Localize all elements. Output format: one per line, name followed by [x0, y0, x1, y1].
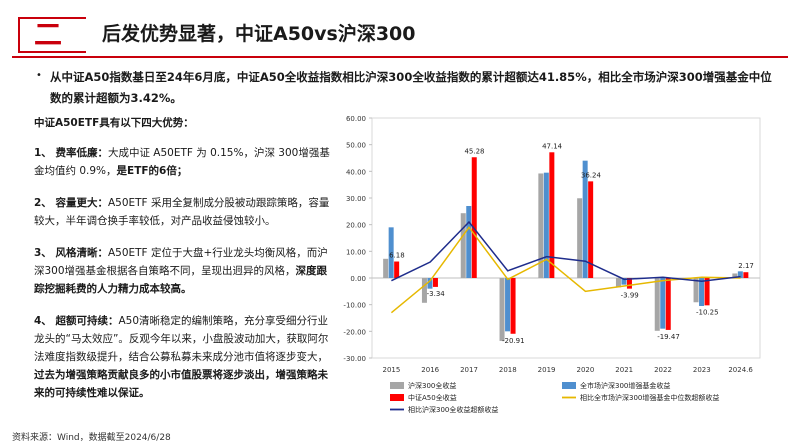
- bullet-dot-icon: •: [36, 70, 42, 81]
- advantage-text: A50清晰稳定的编制策略，充分享受细分行业龙头的“马太效应”。反观今年以来，小盘…: [34, 315, 329, 363]
- advantage-text: 大成中证 A50ETF 为 0.15%，沪深 300增强基金均值约 0.9%，: [34, 147, 330, 177]
- x-tick-label: 2018: [499, 366, 517, 374]
- y-tick-label: -20.00: [343, 328, 366, 336]
- y-tick-label: 20.00: [346, 222, 366, 230]
- bar: [505, 278, 511, 332]
- page-title: 后发优势显著，中证A50vs沪深300: [102, 23, 416, 45]
- section-box: [18, 17, 86, 53]
- advantage-item: 2、 容量更大：A50ETF 采用全复制成分股被动跟踪策略，容量较大，半年调仓换…: [34, 194, 330, 230]
- y-tick-label: 60.00: [346, 115, 366, 123]
- legend-swatch: [390, 382, 404, 389]
- advantage-text: A50ETF 采用全复制成分股被动跟踪策略，容量较大，半年调仓换手率较低，对产品…: [34, 197, 330, 227]
- bar: [588, 181, 594, 278]
- bar: [665, 278, 671, 330]
- y-tick-label: 30.00: [346, 195, 366, 203]
- y-tick-label: 10.00: [346, 248, 366, 256]
- data-label: 47.14: [542, 142, 563, 150]
- returns-chart: 60.00 50.00 40.00 30.00 20.00 10.00 0.00 -10.00…: [343, 115, 761, 414]
- legend-swatch: [390, 394, 404, 401]
- advantage-bold: 深度跟踪挖掘耗费的人力精力成本较高。: [34, 265, 328, 295]
- bar: [471, 157, 477, 278]
- x-tick-label: 2017: [460, 366, 478, 374]
- legend-label: 相比沪深300全收益超额收益: [408, 405, 498, 414]
- legend-label: 全市场沪深300增强基金收益: [580, 381, 670, 390]
- bar: [582, 160, 588, 278]
- header-rule: [12, 56, 788, 58]
- bar: [388, 227, 394, 278]
- bar: [466, 206, 472, 278]
- data-label: 6.18: [389, 252, 405, 260]
- series-line: [390, 226, 741, 314]
- summary-bullet: 从中证A50指数基日至24年6月底，中证A50全收益指数相比沪深300全收益指数…: [50, 70, 772, 105]
- bar: [432, 278, 438, 287]
- bar: [732, 273, 738, 278]
- advantage-label: 4、 超额可持续：: [34, 315, 119, 327]
- data-label: -20.91: [502, 337, 525, 345]
- y-tick-label: -10.00: [343, 302, 366, 310]
- bar: [621, 278, 627, 285]
- data-label: 2.17: [738, 262, 754, 270]
- advantage-item: 3、 风格清晰：A50ETF 定位于大盘+行业龙头均衡风格，而沪深300增强基金…: [34, 244, 330, 298]
- legend-label: 相比全市场沪深300增强基金中位数超额收益: [580, 393, 719, 402]
- header: 二 后发优势显著，中证A50vs沪深300: [0, 0, 800, 58]
- section-number: 二: [34, 18, 63, 51]
- legend-swatch: [562, 382, 576, 389]
- x-tick-label: 2024.6: [728, 366, 753, 374]
- advantage-label: 3、 风格清晰：: [34, 247, 108, 259]
- x-tick-label: 2015: [382, 366, 400, 374]
- bar: [460, 213, 466, 278]
- bar: [660, 278, 666, 329]
- bar: [693, 278, 699, 303]
- bar: [383, 258, 389, 278]
- x-tick-label: 2019: [538, 366, 556, 374]
- y-tick-label: 50.00: [346, 142, 366, 150]
- legend-label: 中证A50全收益: [408, 393, 457, 402]
- y-tick-label: -30.00: [343, 355, 366, 363]
- data-label: -19.47: [657, 333, 680, 341]
- bar: [427, 278, 433, 289]
- advantage-item: 4、 超额可持续：A50清晰稳定的编制策略，充分享受细分行业龙头的“马太效应”。…: [34, 312, 330, 402]
- x-tick-label: 2020: [576, 366, 594, 374]
- series-line: [391, 220, 741, 282]
- bar: [743, 272, 749, 278]
- y-tick-label: 0.00: [350, 275, 366, 283]
- advantage-bold: 是ETF的6倍；: [116, 165, 188, 177]
- bar: [615, 278, 621, 288]
- bar: [543, 172, 549, 278]
- advantage-label: 2、 容量更大：: [34, 197, 108, 209]
- data-label: -10.25: [696, 308, 719, 316]
- plot-area: [371, 117, 761, 359]
- data-label: 36.24: [581, 171, 602, 179]
- bar: [704, 278, 710, 306]
- x-tick-label: 2021: [615, 366, 633, 374]
- x-tick-label: 2016: [421, 366, 439, 374]
- advantage-label: 1、 费率低廉：: [34, 147, 108, 159]
- bar: [421, 278, 427, 303]
- x-tick-label: 2022: [654, 366, 672, 374]
- advantages-panel: 中证A50ETF具有以下四大优势： 1、 费率低廉：大成中证 A50ETF 为 …: [34, 114, 330, 416]
- bar: [499, 278, 505, 341]
- bar: [737, 271, 743, 278]
- data-label: -3.34: [427, 290, 446, 298]
- bar: [577, 198, 583, 278]
- y-tick-label: 40.00: [346, 168, 366, 176]
- source-note: 资料来源：Wind，数据截至2024/6/28: [12, 433, 171, 443]
- bar: [538, 173, 544, 278]
- bar: [510, 278, 516, 334]
- bar: [394, 261, 400, 278]
- legend-label: 沪深300全收益: [408, 381, 456, 390]
- advantage-text: A50ETF 定位于大盘+行业龙头均衡风格，而沪深300增强基金根据各自策略不同…: [34, 247, 328, 277]
- x-tick-label: 2023: [693, 366, 711, 374]
- advantage-bold: 过去为增强策略贡献良多的小市值股票将逐步淡出，增强策略未来的可持续性难以保证。: [34, 369, 328, 399]
- bar: [654, 278, 660, 331]
- advantage-item: 1、 费率低廉：大成中证 A50ETF 为 0.15%，沪深 300增强基金均值…: [34, 144, 330, 180]
- bar: [549, 152, 555, 278]
- bar: [626, 278, 632, 289]
- bar: [699, 278, 705, 306]
- advantages-heading: 中证A50ETF具有以下四大优势：: [34, 117, 194, 129]
- data-label: 45.28: [464, 147, 484, 155]
- data-label: -3.99: [621, 292, 639, 300]
